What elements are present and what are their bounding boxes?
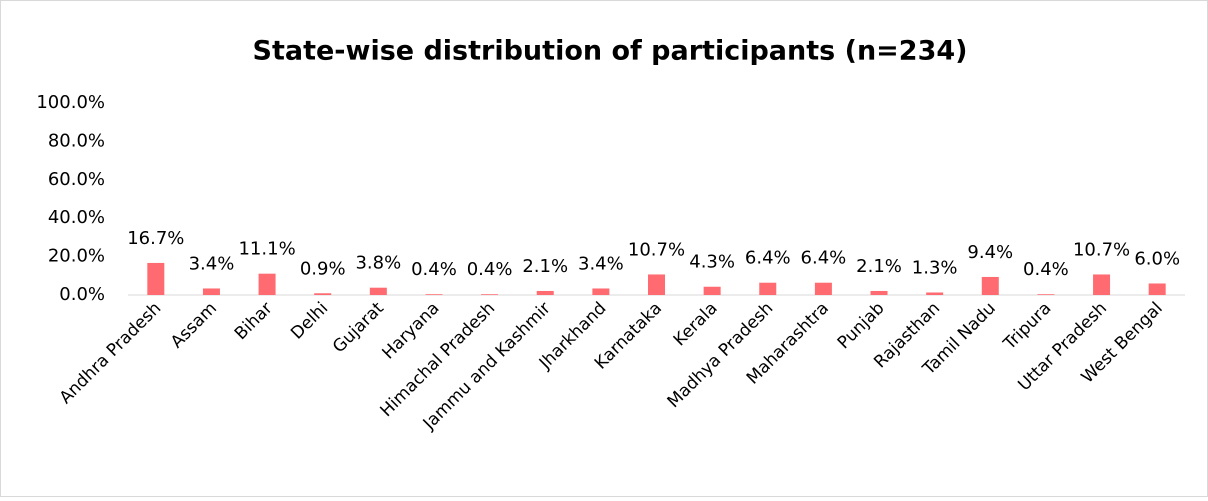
data-label: 3.4% [189,253,235,274]
bar [369,287,387,295]
data-label: 2.1% [856,256,902,277]
data-label: 0.4% [1023,259,1069,280]
data-label: 11.1% [238,239,295,260]
data-label: 3.8% [355,253,401,274]
bar [202,288,220,295]
y-tick-label: 0.0% [59,284,105,305]
data-label: 6.0% [1134,248,1180,269]
chart-title: State-wise distribution of participants … [253,36,968,67]
data-label: 16.7% [127,228,184,249]
data-label: 0.4% [467,259,513,280]
y-tick-label: 20.0% [48,246,105,267]
y-tick-label: 80.0% [48,130,105,151]
bar [592,288,610,295]
bar [981,276,999,295]
data-label: 9.4% [967,242,1013,263]
bar [814,282,832,295]
bar [648,274,665,295]
bar [1148,283,1166,295]
data-label: 3.4% [578,253,624,274]
y-tick-label: 40.0% [48,207,105,228]
bar [703,286,721,295]
data-label: 2.1% [522,256,568,277]
y-tick-label: 60.0% [48,169,105,190]
bar [536,290,554,295]
data-label: 6.4% [745,248,791,269]
data-label: 10.7% [628,239,685,260]
bar [481,294,499,295]
data-label: 1.3% [912,258,958,279]
bar [314,293,332,295]
data-label: 6.4% [801,248,847,269]
bar [870,290,888,295]
bar [147,262,165,295]
data-label: 0.9% [300,258,346,279]
bar [926,292,944,295]
bar [759,282,777,295]
data-label: 0.4% [411,259,457,280]
bar [258,273,276,295]
bar [1037,294,1055,295]
data-label: 4.3% [689,252,735,273]
bar [425,294,443,295]
y-tick-label: 100.0% [36,92,105,113]
bar [1093,274,1111,295]
data-label: 10.7% [1073,239,1130,260]
